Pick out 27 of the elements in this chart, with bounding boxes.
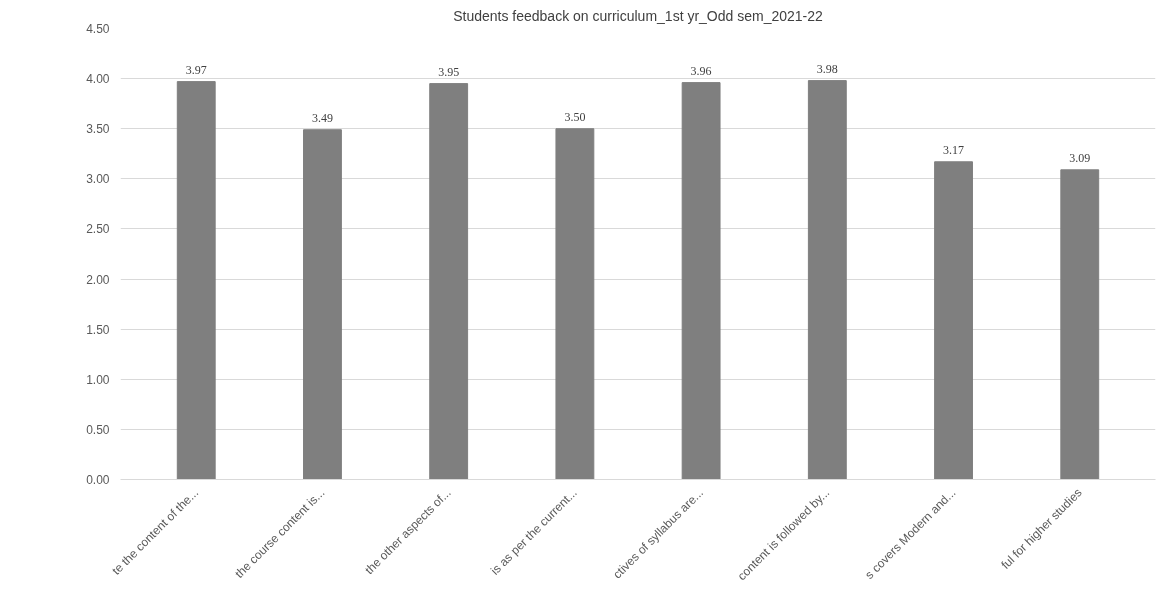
data-label: 3.98 bbox=[816, 61, 838, 76]
y-tick-label: 0.50 bbox=[86, 422, 110, 437]
data-label: 3.50 bbox=[564, 109, 586, 124]
bar bbox=[934, 161, 973, 480]
bar bbox=[681, 82, 721, 480]
y-tick-label: 2.00 bbox=[86, 272, 110, 287]
y-tick-label: 4.50 bbox=[86, 22, 110, 36]
bar bbox=[303, 129, 342, 480]
y-tick-label: 3.50 bbox=[86, 122, 110, 137]
bar bbox=[807, 80, 847, 480]
data-label: 3.97 bbox=[185, 62, 207, 77]
y-tick-label: 2.50 bbox=[86, 222, 110, 237]
chart-title: Students feedback on curriculum_1st yr_Odd sem_2021-22 bbox=[453, 7, 824, 24]
bar bbox=[555, 128, 595, 480]
y-tick-label: 0.00 bbox=[86, 473, 110, 487]
data-label: 3.49 bbox=[311, 110, 333, 125]
bar bbox=[1060, 169, 1100, 480]
y-tick-label: 1.00 bbox=[86, 372, 110, 387]
y-tick-label: 4.00 bbox=[86, 72, 110, 87]
data-label: 3.96 bbox=[690, 63, 712, 78]
y-tick-label: 3.00 bbox=[86, 172, 110, 187]
y-tick-label: 1.50 bbox=[86, 322, 110, 337]
data-label: 3.17 bbox=[943, 142, 965, 157]
bar bbox=[176, 81, 216, 480]
data-label: 3.09 bbox=[1069, 150, 1091, 165]
bar bbox=[429, 83, 469, 480]
data-label: 3.95 bbox=[438, 64, 460, 79]
